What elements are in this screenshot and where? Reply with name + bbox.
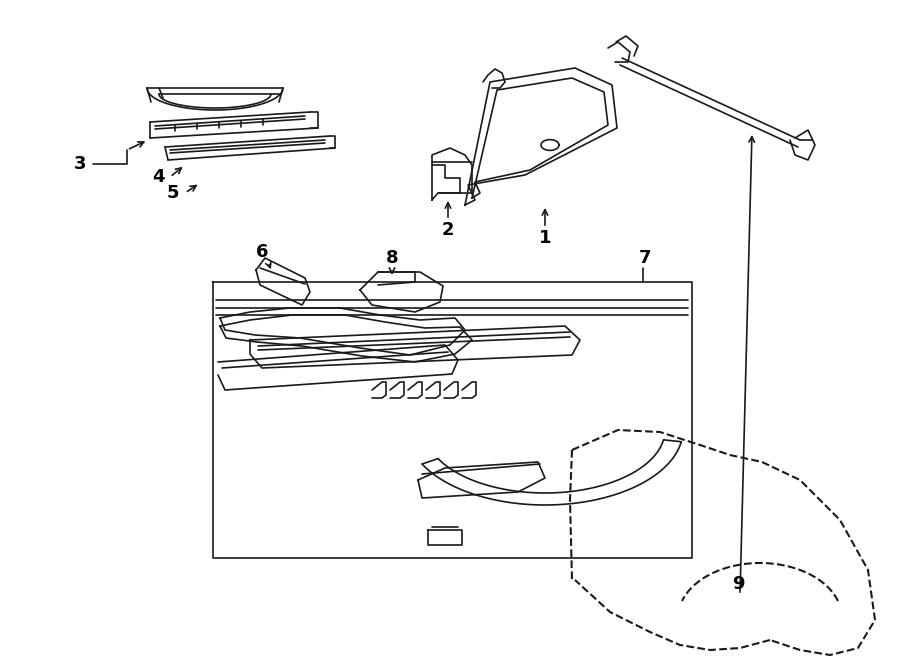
Text: 5: 5	[166, 184, 179, 202]
Text: 1: 1	[539, 229, 551, 247]
Text: 7: 7	[639, 249, 652, 267]
Text: 2: 2	[442, 221, 454, 239]
Text: 6: 6	[256, 243, 268, 261]
Text: 4: 4	[152, 168, 164, 186]
Text: 9: 9	[732, 575, 744, 593]
Text: 8: 8	[386, 249, 399, 267]
Text: 3: 3	[74, 155, 86, 173]
